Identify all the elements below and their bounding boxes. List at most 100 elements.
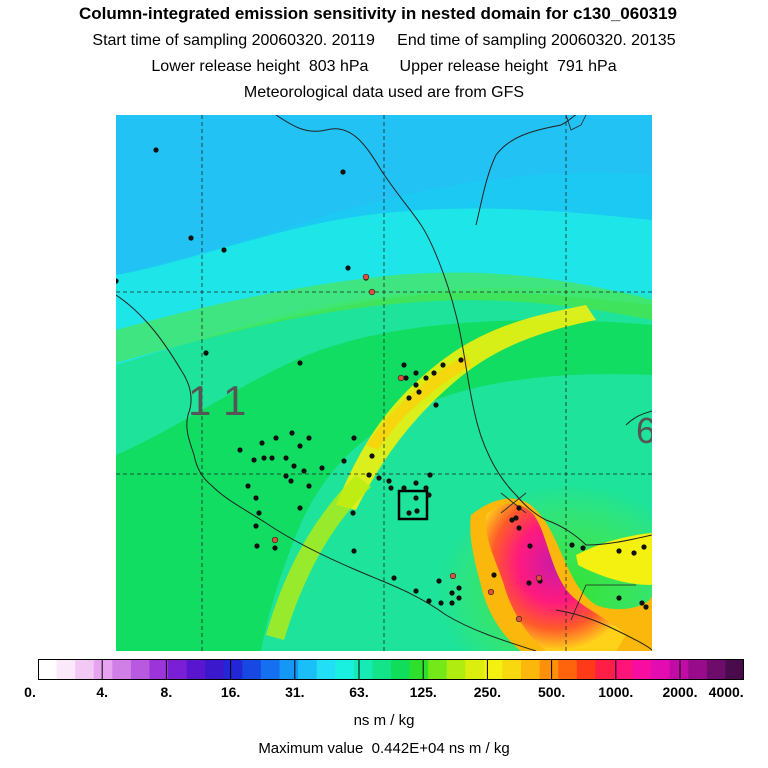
station-dot (203, 350, 209, 356)
station-dot (376, 475, 382, 481)
station-dot (351, 548, 357, 554)
field-east-plume (576, 533, 652, 585)
sampling-time-info: Start time of sampling 20060320. 20119 E… (92, 32, 676, 49)
station-dot (631, 550, 637, 556)
station-dot (288, 478, 294, 484)
station-dot (616, 595, 622, 601)
station-dot (456, 585, 462, 591)
station-dot (289, 430, 295, 436)
station-dot (413, 495, 419, 501)
colorbar-tick-label: 500. (537, 684, 566, 700)
field-green-arc (116, 272, 652, 363)
colorbar-cell (576, 659, 596, 680)
station-dot (569, 542, 575, 548)
station-dot-highlight (535, 574, 543, 582)
plot-title: Column-integrated emission sensitivity i… (78, 4, 678, 23)
station-dot (256, 510, 262, 516)
colorbar-cell (205, 659, 225, 680)
station-dot (413, 588, 419, 594)
colorbar-cell (446, 659, 466, 680)
station-dot (427, 472, 433, 478)
colorbar-cell (298, 659, 318, 680)
coastline-east (475, 115, 577, 226)
colorbar-cell (595, 659, 615, 680)
station-dot (513, 515, 519, 521)
colorbar-cell (75, 659, 95, 680)
station-dot (440, 362, 446, 368)
station-dot (297, 443, 303, 449)
coastline-cuba (625, 410, 652, 426)
field-lime-arc (266, 475, 371, 640)
station-dot (388, 485, 394, 491)
station-dot (416, 389, 422, 395)
field-yellow-ridge-core (366, 355, 471, 450)
station-dot (616, 548, 622, 554)
station-dot (449, 590, 455, 596)
coastline-gulf (275, 115, 547, 521)
colorbar-cell (56, 659, 76, 680)
colorbar-tick-label: 0. (24, 684, 36, 700)
colorbar-cell (93, 659, 113, 680)
station-dot (391, 575, 397, 581)
coastline-south (555, 609, 652, 651)
station-dot (413, 370, 419, 376)
station-dot (350, 510, 356, 516)
colorbar-cell (706, 659, 727, 680)
station-dot (406, 510, 412, 516)
maximum-value-label: Maximum value 0.442E+04 ns m / kg (258, 740, 510, 757)
station-dot (527, 543, 533, 549)
station-dot (426, 598, 432, 604)
station-dot (269, 455, 275, 461)
station-dot (283, 455, 289, 461)
station-dot (449, 600, 455, 606)
colorbar-cell (669, 659, 689, 680)
station-dot (414, 508, 420, 514)
station-dot (237, 447, 243, 453)
station-dot-highlight (271, 536, 279, 544)
colorbar-tick-label: 250. (473, 684, 502, 700)
station-markers (116, 147, 649, 623)
colorbar-cell (688, 659, 708, 680)
colorbar-cell (391, 659, 411, 680)
station-dot (423, 485, 429, 491)
colorbar-cell (279, 659, 299, 680)
station-dot (345, 265, 351, 271)
station-dot (273, 435, 279, 441)
station-dot-highlight (397, 374, 405, 382)
release-height-info: Lower release height 803 hPa Upper relea… (151, 58, 617, 75)
station-dot (413, 382, 419, 388)
colorbar-cell (372, 659, 392, 680)
station-dot (580, 545, 586, 551)
station-dot (401, 362, 407, 368)
sensitivity-map: 1 1 6 (116, 115, 652, 651)
colorbar-tick-label: 4000. (708, 684, 744, 700)
colorbar-cell (539, 659, 559, 680)
station-dot (403, 375, 409, 381)
station-dot (291, 463, 297, 469)
colorbar-tick-label: 16. (220, 684, 241, 700)
release-box (397, 489, 429, 521)
colorbar-tick-label: 2000. (662, 684, 698, 700)
station-dot (253, 495, 259, 501)
station-dot-highlight (515, 615, 523, 623)
colorbar-cell (409, 659, 429, 680)
station-dot (413, 480, 419, 486)
colorbar-cell (502, 659, 522, 680)
station-dot (306, 435, 312, 441)
colorbar-cell (465, 659, 485, 680)
station-dot (245, 483, 251, 489)
station-dot (188, 235, 194, 241)
station-dot (643, 604, 649, 610)
station-dot (366, 472, 372, 478)
colorbar-tick-label: 31. (285, 684, 305, 700)
station-dot (386, 478, 392, 484)
station-dot (438, 600, 444, 606)
colorbar-tick-label: 8. (160, 684, 173, 700)
station-dot-highlight (449, 572, 457, 580)
coastline-northeast (565, 115, 587, 131)
station-dot (306, 483, 312, 489)
station-dot (401, 485, 407, 491)
station-dot (516, 525, 522, 531)
station-dot (456, 595, 462, 601)
grid-label: 1 1 (188, 377, 246, 424)
